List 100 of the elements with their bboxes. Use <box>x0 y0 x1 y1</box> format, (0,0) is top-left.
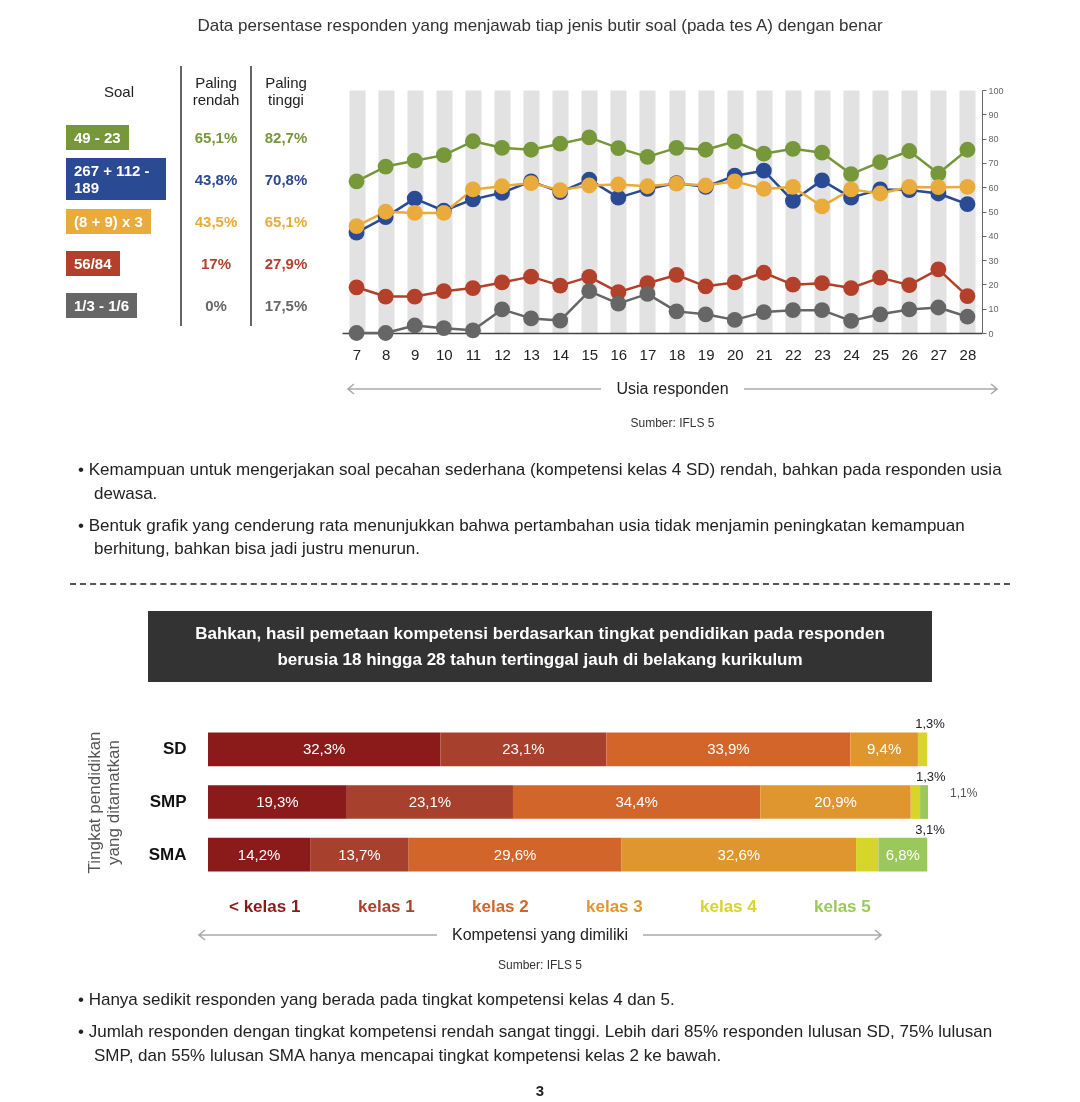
x-tick-label: 12 <box>494 345 511 363</box>
data-label: 34,4% <box>615 793 658 811</box>
point <box>814 172 830 189</box>
data-label: 32,6% <box>717 845 761 863</box>
point <box>814 144 830 161</box>
y-tick-label: 10 <box>988 304 999 315</box>
x-tick-label: 19 <box>697 345 715 363</box>
point <box>377 288 394 305</box>
point <box>435 147 452 164</box>
point <box>930 299 947 316</box>
y-tick-label: 40 <box>988 231 999 242</box>
x-tick-label: 14 <box>552 345 570 363</box>
point <box>843 181 859 198</box>
point <box>465 280 481 296</box>
bar <box>208 785 347 820</box>
point <box>552 135 569 152</box>
point <box>406 190 423 207</box>
data-label: 9,4% <box>867 740 902 758</box>
point <box>959 196 976 213</box>
bar <box>440 732 607 767</box>
point <box>581 129 598 146</box>
point <box>726 173 743 190</box>
bar <box>856 837 879 872</box>
x-tick-label: 27 <box>930 345 948 363</box>
point <box>755 145 772 162</box>
bar <box>208 837 311 872</box>
point <box>639 148 656 165</box>
bar <box>621 837 857 872</box>
data-label: 29,6% <box>493 845 537 863</box>
point <box>843 280 859 296</box>
bar <box>512 785 761 820</box>
point <box>377 203 394 220</box>
point <box>785 192 801 209</box>
text: 65,1% <box>181 116 251 158</box>
text: kelas 4 <box>700 896 758 916</box>
point <box>755 264 772 281</box>
x-tick-label: 13 <box>523 345 540 363</box>
series-label: kelas 1 <box>358 896 415 916</box>
point <box>494 274 510 291</box>
point <box>726 274 743 291</box>
point <box>930 261 947 278</box>
point <box>785 276 801 293</box>
point <box>465 322 481 339</box>
point <box>697 278 714 295</box>
x-tick-label: 21 <box>755 345 773 363</box>
y-tick-label: SMP <box>149 792 187 812</box>
y-tick-label: 90 <box>988 109 999 120</box>
data-label: 1,3% <box>915 716 946 732</box>
data-label: 23,1% <box>502 740 545 758</box>
point <box>668 139 685 156</box>
point <box>872 185 889 202</box>
text: 1/3 - 1/6 <box>66 292 138 318</box>
data-label: 33,9% <box>707 740 750 758</box>
point <box>581 177 598 194</box>
point <box>901 301 918 318</box>
data-label: 32,3% <box>302 740 346 758</box>
x-tick-label: 24 <box>843 345 860 363</box>
text: 65,1% <box>251 200 320 242</box>
point <box>668 303 685 320</box>
y-tick-label: 0 <box>988 328 994 339</box>
point <box>610 189 627 206</box>
text: • Hanya sedikit responden yang berada pada tingkat kompetensi kelas 4 dan 5. <box>78 989 676 1012</box>
text: 82,7% <box>251 116 320 158</box>
point <box>523 268 539 285</box>
point <box>494 139 510 156</box>
y-tick-label: 70 <box>988 158 999 169</box>
point <box>639 285 656 302</box>
bar <box>917 732 928 767</box>
x-axis-title: Usia responden <box>616 380 729 398</box>
point <box>872 154 889 171</box>
point <box>755 181 772 197</box>
text: Sumber: IFLS 5 <box>496 958 583 973</box>
point <box>494 301 510 318</box>
data-label: 20,9% <box>814 793 857 811</box>
data-label: 14,2% <box>237 845 281 863</box>
y-tick-label: 30 <box>988 255 999 266</box>
point <box>785 140 801 157</box>
point <box>843 312 859 329</box>
point <box>610 295 627 312</box>
point <box>377 158 394 175</box>
x-tick-label: 20 <box>726 345 744 363</box>
text: 56/84 <box>66 250 120 276</box>
data-label: 3,1% <box>915 821 946 837</box>
y-tick-label: 50 <box>988 207 999 217</box>
text: 17% <box>181 242 251 284</box>
point <box>465 181 481 198</box>
text: • Jumlah responden dengan tingkat kompetensi rendah sangat tinggi. Lebih dari 85% responden lulusan SD, 75% lulusan SMP, dan 55% lulusan SMA hanya mencapai tingkat kompetensi kelas 2 ke bawah. <box>78 1021 994 1067</box>
bar <box>208 732 441 767</box>
chart-title: Bahkan, hasil pemetaan kompetensi berdasarkan tingkat pendidikan pada responden berusia 18 hingga 28 tahun tertinggal jauh di belakang kurikulum <box>148 611 932 683</box>
point <box>755 162 772 179</box>
x-tick-label: 10 <box>435 345 453 363</box>
point <box>406 152 423 169</box>
y-tick-label: 80 <box>988 134 999 145</box>
x-axis-title: Kompetensi yang dimiliki <box>451 926 629 945</box>
text: (8 + 9) x 3 <box>66 208 151 234</box>
text: 43,8% <box>181 158 251 200</box>
point <box>435 320 452 337</box>
y-tick-label: 100 <box>988 85 1004 96</box>
point <box>552 312 569 329</box>
y-tick-label: 20 <box>988 279 999 290</box>
